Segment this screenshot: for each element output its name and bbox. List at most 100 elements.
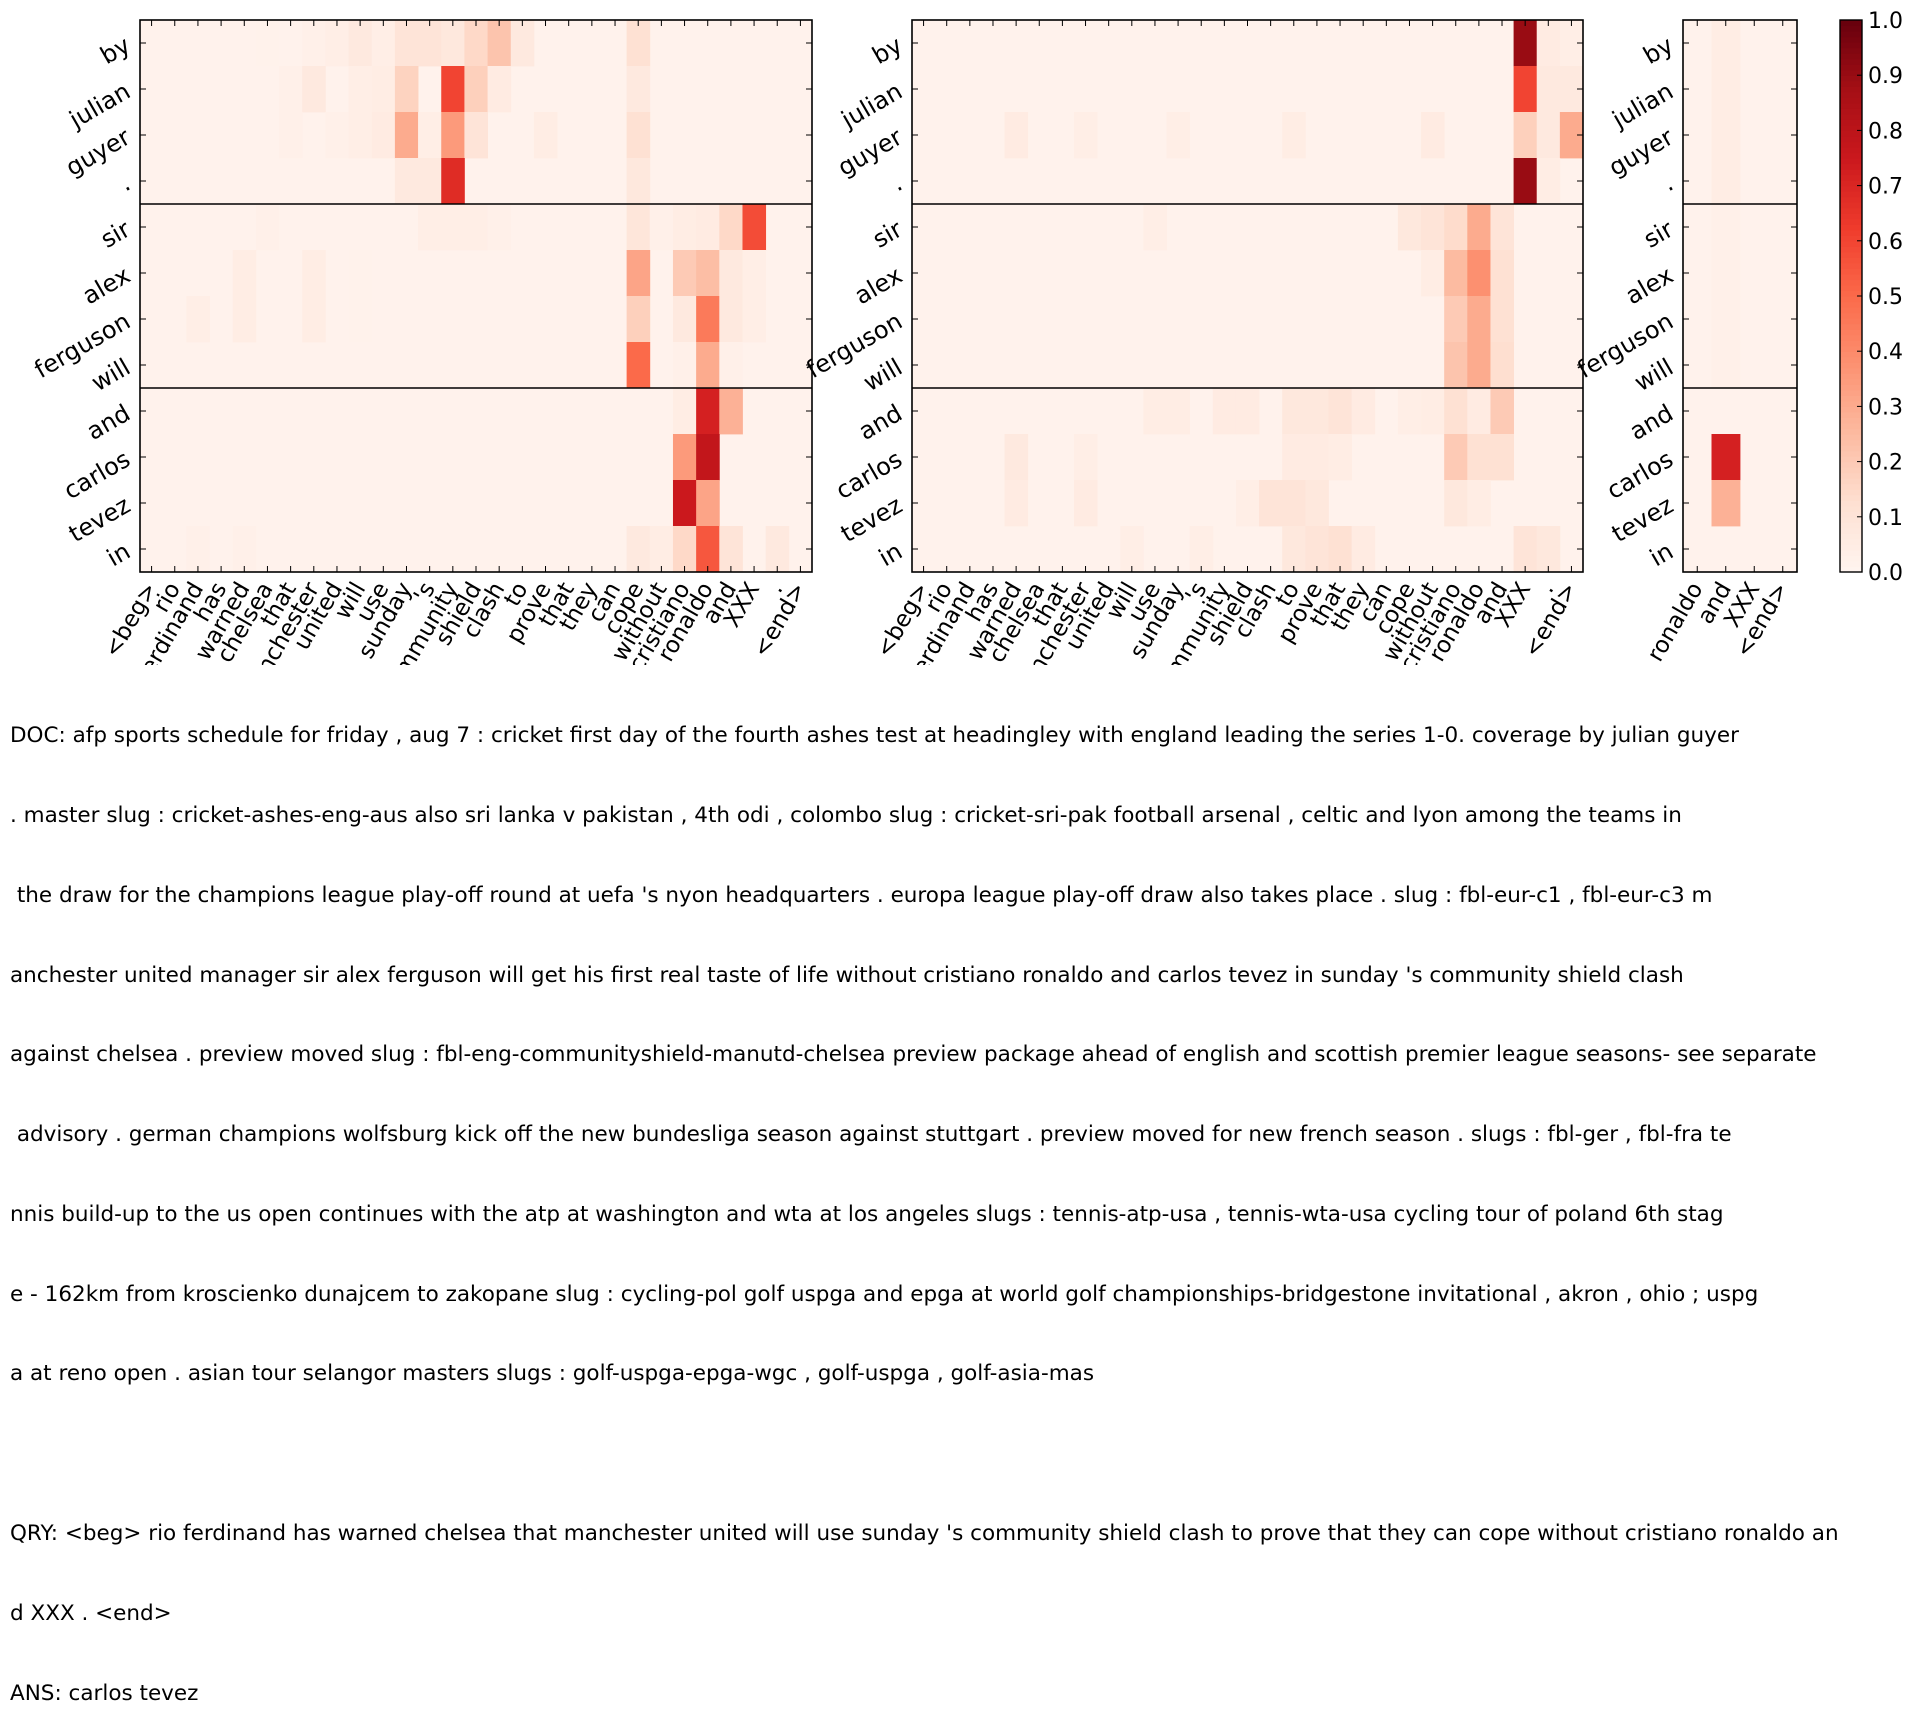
heatmap-cell: [1467, 296, 1491, 343]
heatmap-cell: [719, 296, 743, 343]
heatmap-cell: [1536, 66, 1561, 113]
colorbar-segment: [1840, 191, 1862, 198]
heatmap-cell: [1490, 250, 1514, 297]
colorbar-tick-label: 0.1: [1868, 506, 1903, 531]
colorbar-segment: [1840, 334, 1862, 341]
heatmap-cell: [394, 158, 419, 205]
heatmap-cell: [742, 296, 767, 343]
y-tick-label: by: [868, 31, 907, 70]
heatmap-cell: [765, 526, 790, 573]
colorbar-segment: [1840, 489, 1862, 496]
colorbar-segment: [1840, 434, 1862, 441]
colorbar-segment: [1840, 20, 1862, 27]
y-tick-label: julian: [64, 77, 135, 134]
heatmap-cell: [487, 204, 512, 251]
heatmap-cell: [1490, 434, 1514, 481]
heatmap-panel-3: byjulianguyer.siralexfergusonwillandcarl…: [1573, 19, 1798, 665]
colorbar-segment: [1840, 373, 1862, 380]
heatmap-cell: [1073, 112, 1098, 159]
heatmap-cell: [626, 296, 651, 343]
colorbar-segment: [1840, 273, 1862, 281]
colorbar-segment: [1840, 500, 1862, 507]
colorbar-tick-label: 0.7: [1868, 175, 1903, 200]
heatmap-cell: [719, 250, 743, 297]
y-tick-label: julian: [836, 77, 907, 134]
colorbar-segment: [1840, 428, 1862, 435]
heatmap-cell: [302, 250, 326, 297]
doc-line: anchester united manager sir alex fergus…: [10, 962, 1684, 988]
heatmap-cell: [626, 158, 651, 205]
colorbar-segment: [1840, 450, 1862, 457]
colorbar-segment: [1840, 290, 1862, 297]
y-tick-label: alex: [850, 261, 907, 310]
colorbar-segment: [1840, 36, 1862, 43]
heatmap-cell: [1305, 388, 1329, 435]
heatmap-cell: [1143, 388, 1167, 435]
y-tick-label: alex: [1621, 261, 1678, 310]
colorbar-segment: [1840, 119, 1862, 126]
heatmap-cell: [1711, 342, 1741, 389]
heatmap-cell: [418, 204, 442, 251]
colorbar-segment: [1840, 25, 1862, 32]
heatmap-cell: [1143, 204, 1167, 251]
heatmap-cell: [1711, 158, 1741, 205]
heatmap-cell: [441, 66, 465, 113]
colorbar-tick-label: 0.0: [1868, 561, 1903, 586]
heatmap-cell: [672, 250, 697, 297]
colorbar-segment: [1840, 549, 1862, 557]
heatmap-cell: [1490, 296, 1514, 343]
heatmap-cell: [1120, 526, 1144, 573]
heatmap-cell: [302, 66, 326, 113]
heatmap-cell: [1467, 204, 1491, 251]
doc-line: . master slug : cricket-ashes-eng-aus al…: [10, 802, 1682, 828]
colorbar-segment: [1840, 80, 1862, 87]
heatmap-cell: [464, 112, 488, 159]
colorbar-segment: [1840, 91, 1862, 98]
colorbar-segment: [1840, 329, 1862, 336]
colorbar-segment: [1840, 108, 1862, 115]
colorbar-segment: [1840, 461, 1862, 468]
heatmap-cell: [1282, 434, 1306, 481]
colorbar-segment: [1840, 124, 1862, 131]
colorbar-segment: [1840, 86, 1862, 93]
heatmap-cell: [1467, 250, 1491, 297]
heatmap-cell: [1444, 342, 1468, 389]
y-tick-label: guyer: [61, 123, 135, 182]
colorbar-tick-label: 0.4: [1868, 340, 1903, 365]
y-tick-label: .: [886, 169, 907, 197]
colorbar-tick-label: 1.0: [1868, 9, 1903, 34]
heatmap-cell: [1536, 526, 1561, 573]
qry-line: d XXX . <end>: [10, 1600, 172, 1626]
heatmap-cell: [672, 434, 697, 481]
heatmap-cell: [371, 112, 396, 159]
colorbar-segment: [1840, 97, 1862, 104]
heatmap-cell: [464, 20, 488, 67]
caption-blank-line: [10, 1441, 1905, 1468]
heatmap-cell: [1421, 112, 1445, 159]
y-tick-label: .: [1657, 169, 1678, 197]
colorbar-segment: [1840, 42, 1862, 49]
panel-frame: [1682, 19, 1798, 573]
heatmap-cell: [348, 296, 373, 343]
heatmap-cell: [1559, 112, 1584, 159]
colorbar-segment: [1840, 224, 1862, 231]
colorbar-segment: [1840, 75, 1862, 82]
heatmap-cell: [348, 20, 373, 67]
colorbar-segment: [1840, 511, 1862, 518]
heatmap-cell: [1711, 480, 1741, 527]
colorbar-segment: [1840, 163, 1862, 170]
colorbar-segment: [1840, 505, 1862, 512]
heatmap-cell: [1467, 388, 1491, 435]
y-tick-label: in: [874, 537, 907, 572]
colorbar-segment: [1840, 544, 1862, 551]
heatmap-panel-1: byjulianguyer.siralexfergusonwillandcarl…: [30, 19, 813, 665]
y-tick-label: alex: [78, 261, 135, 310]
heatmap-cell: [719, 342, 743, 389]
heatmap-cell: [255, 20, 280, 67]
y-tick-label: in: [102, 537, 135, 572]
y-tick-label: will: [859, 353, 907, 397]
heatmap-cell: [232, 526, 257, 573]
heatmap-cell: [696, 296, 720, 343]
colorbar-segment: [1840, 312, 1862, 319]
colorbar-segment: [1840, 251, 1862, 258]
